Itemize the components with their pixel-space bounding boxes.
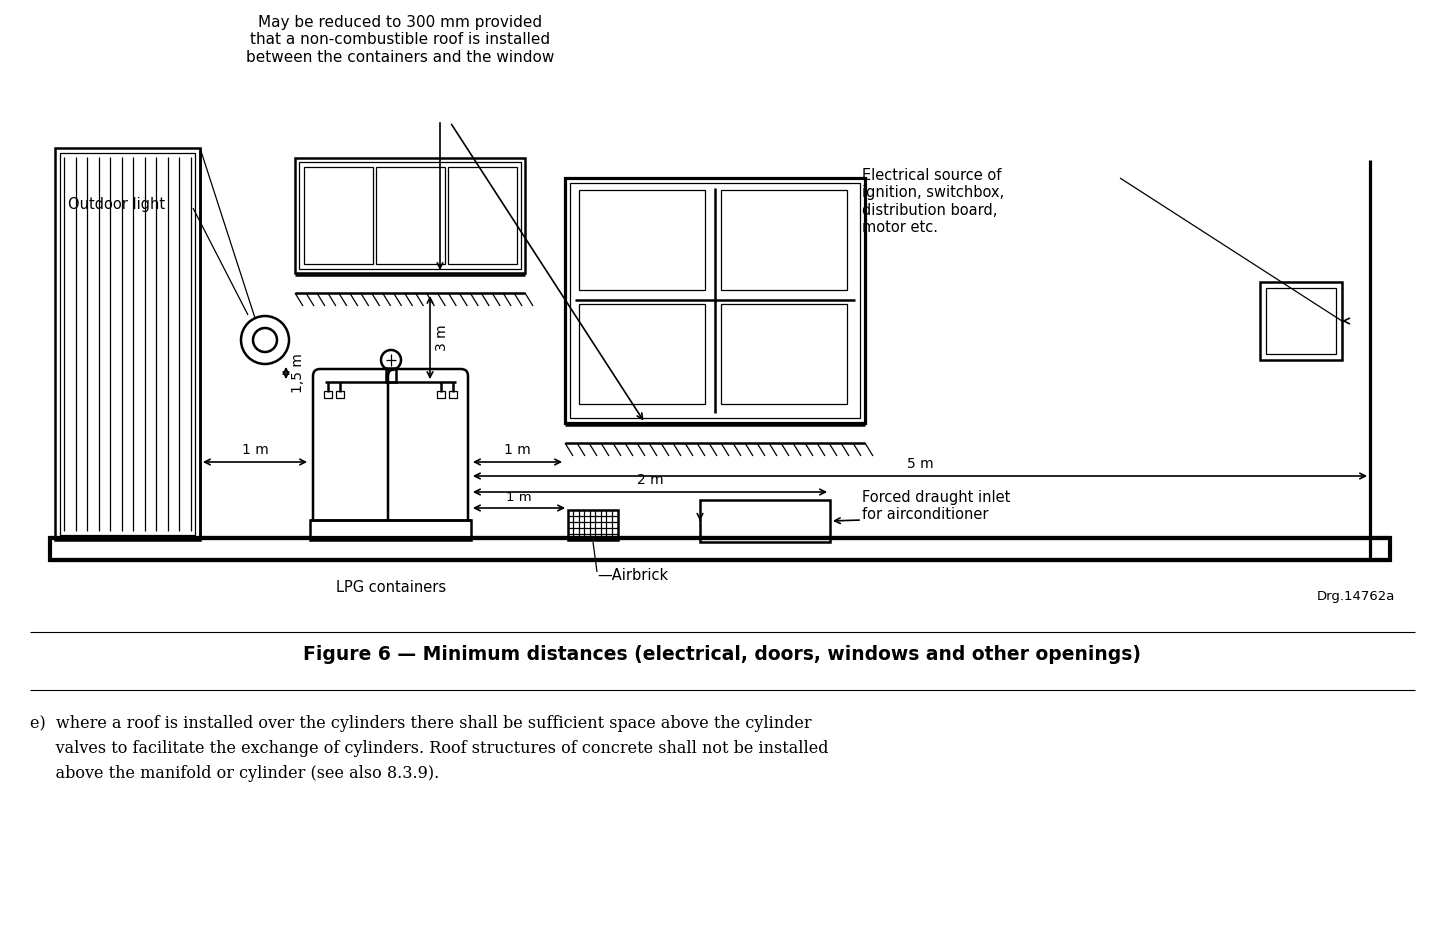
Bar [299,162,522,269]
Text: Forced draught inlet
for airconditioner: Forced draught inlet for airconditioner [863,490,1010,523]
Bar [721,304,847,404]
Text: 2 m: 2 m [637,473,663,487]
Text: Drg.14762a: Drg.14762a [1316,590,1394,603]
Bar [568,510,618,540]
Bar [699,500,829,542]
Bar [448,167,517,264]
Bar [295,158,525,273]
Bar [721,190,847,290]
Bar [55,148,199,540]
Text: 1 m: 1 m [506,491,532,504]
Bar [303,167,373,264]
Text: Electrical source of
ignition, switchbox,
distribution board,
motor etc.: Electrical source of ignition, switchbox… [863,168,1004,235]
Text: 1 m: 1 m [241,443,269,457]
Text: LPG containers: LPG containers [337,580,447,595]
Text: 3 m: 3 m [435,324,449,351]
Bar [579,304,705,404]
Bar [1266,288,1337,354]
Bar [569,183,860,418]
Bar [311,520,471,540]
Text: 1,5 m: 1,5 m [290,353,305,393]
Text: Outdoor light: Outdoor light [68,197,165,212]
Bar [51,538,1390,560]
Bar [376,167,445,264]
Bar [579,190,705,290]
Bar [436,391,445,398]
Text: May be reduced to 300 mm provided
that a non-combustible roof is installed
betwe: May be reduced to 300 mm provided that a… [246,15,555,65]
Bar [565,178,866,423]
Bar [61,153,195,535]
Bar [386,368,396,382]
FancyBboxPatch shape [314,369,393,528]
Text: —Airbrick: —Airbrick [597,568,668,583]
Bar [337,391,344,398]
Text: e)  where a roof is installed over the cylinders there shall be sufficient space: e) where a roof is installed over the cy… [30,715,828,781]
Text: Figure 6 — Minimum distances (electrical, doors, windows and other openings): Figure 6 — Minimum distances (electrical… [303,645,1142,664]
Text: 5 m: 5 m [906,457,933,471]
Text: 1 m: 1 m [504,443,530,457]
Bar [449,391,457,398]
Bar [1260,282,1342,360]
Bar [324,391,332,398]
FancyBboxPatch shape [389,369,468,528]
